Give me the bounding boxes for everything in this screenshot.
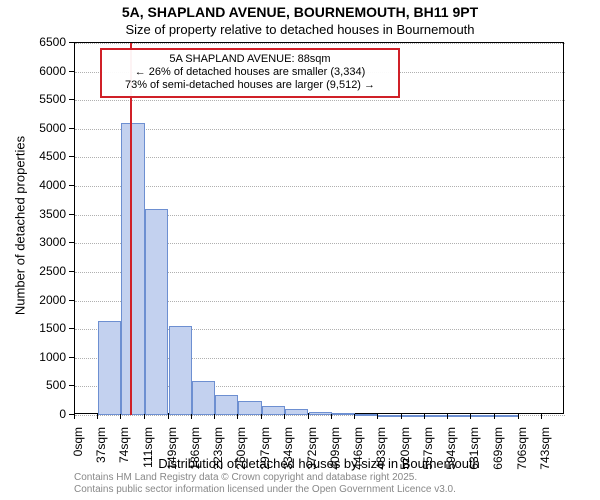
annotation-line: ← 26% of detached houses are smaller (3,… [105,66,395,79]
histogram-bar [215,395,238,415]
y-tick-label: 3000 [0,235,66,249]
x-tick-mark [401,414,402,419]
property-marker-line [130,43,132,415]
x-tick-mark [331,414,332,419]
x-tick-mark [214,414,215,419]
y-tick-label: 6000 [0,64,66,78]
credits-line: Contains public sector information licen… [74,484,456,495]
gridline [75,129,565,130]
y-tick-label: 5500 [0,92,66,106]
histogram-bar [332,413,355,415]
y-tick-mark [69,328,74,329]
y-tick-mark [69,242,74,243]
x-tick-mark [354,414,355,419]
x-tick-mark [541,414,542,419]
y-axis-label: Number of detached properties [13,66,28,386]
y-tick-label: 0 [0,407,66,421]
plot-area [74,42,564,414]
histogram-bar [355,414,378,416]
y-tick-label: 500 [0,378,66,392]
gridline [75,186,565,187]
gridline [75,43,565,44]
y-tick-mark [69,42,74,43]
y-tick-mark [69,99,74,100]
histogram-bar [145,209,168,415]
gridline [75,100,565,101]
histogram-bar [98,321,121,415]
histogram-bar [378,415,401,417]
histogram-bar [471,415,494,417]
histogram-bar [121,123,144,415]
y-tick-label: 3500 [0,207,66,221]
y-tick-label: 5000 [0,121,66,135]
x-tick-mark [284,414,285,419]
histogram-bar [495,415,518,417]
y-tick-mark [69,300,74,301]
y-tick-label: 4500 [0,149,66,163]
histogram-bar [402,415,425,417]
x-tick-mark [120,414,121,419]
chart-root: 5A, SHAPLAND AVENUE, BOURNEMOUTH, BH11 9… [0,0,600,500]
histogram-bar [448,415,471,417]
x-tick-mark [447,414,448,419]
x-tick-mark [377,414,378,419]
histogram-bar [262,406,285,415]
x-tick-mark [237,414,238,419]
y-tick-label: 6500 [0,35,66,49]
y-tick-label: 1500 [0,321,66,335]
chart-title: 5A, SHAPLAND AVENUE, BOURNEMOUTH, BH11 9… [0,4,600,20]
y-tick-mark [69,185,74,186]
histogram-bar [169,326,192,415]
annotation-box: 5A SHAPLAND AVENUE: 88sqm← 26% of detach… [100,48,400,98]
x-tick-mark [261,414,262,419]
x-tick-mark [424,414,425,419]
y-tick-label: 2500 [0,264,66,278]
x-axis-label: Distribution of detached houses by size … [74,456,564,471]
annotation-line: 73% of semi-detached houses are larger (… [105,79,395,92]
y-tick-label: 1000 [0,350,66,364]
x-tick-mark [470,414,471,419]
annotation-line: 5A SHAPLAND AVENUE: 88sqm [105,53,395,66]
y-tick-mark [69,128,74,129]
y-tick-mark [69,214,74,215]
gridline [75,157,565,158]
y-tick-label: 4000 [0,178,66,192]
histogram-bar [238,401,261,415]
histogram-bar [285,409,308,415]
x-tick-mark [308,414,309,419]
y-tick-mark [69,357,74,358]
x-tick-mark [494,414,495,419]
x-tick-mark [518,414,519,419]
y-tick-mark [69,156,74,157]
x-tick-mark [74,414,75,419]
y-tick-mark [69,271,74,272]
x-tick-mark [191,414,192,419]
x-tick-mark [144,414,145,419]
x-tick-mark [97,414,98,419]
y-tick-mark [69,71,74,72]
histogram-bar [425,415,448,417]
histogram-bar [192,381,215,415]
histogram-bar [309,412,332,415]
credits-line: Contains HM Land Registry data © Crown c… [74,472,417,483]
x-tick-mark [168,414,169,419]
chart-subtitle: Size of property relative to detached ho… [0,22,600,37]
y-tick-mark [69,385,74,386]
y-tick-label: 2000 [0,293,66,307]
